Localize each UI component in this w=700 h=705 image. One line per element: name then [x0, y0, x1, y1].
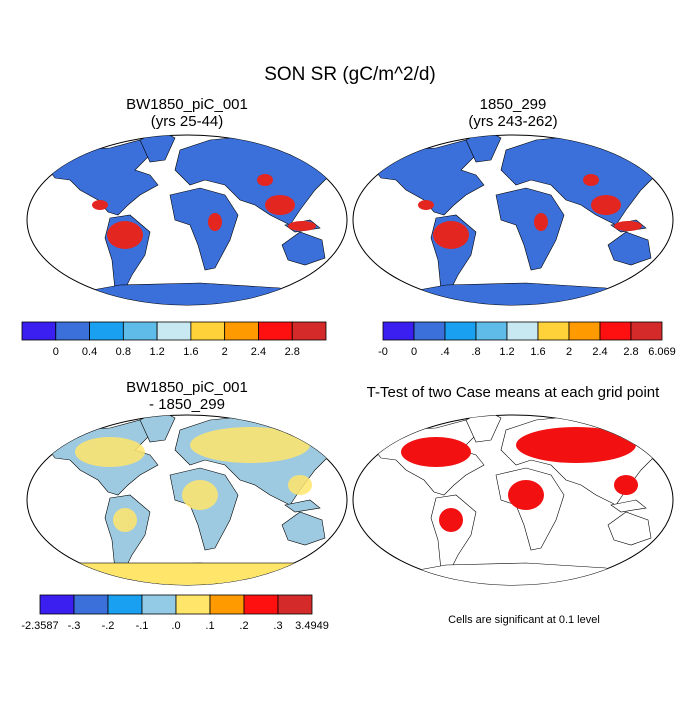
colorbar-label: -.3: [68, 620, 81, 632]
colorbar-box: [258, 321, 293, 341]
colorbar-label: 0.8: [116, 346, 131, 358]
colorbar-box: [156, 321, 192, 341]
figure-title: SON SR (gC/m^2/d): [264, 64, 436, 85]
colorbar-box: [209, 594, 245, 615]
panel-title: T-Test of two Case means at each grid po…: [367, 384, 660, 401]
colorbar-box: [224, 321, 259, 341]
colorbar-label: 2: [222, 346, 228, 358]
panel-title: (yrs 243-262): [468, 113, 557, 130]
colorbar-label: 2.8: [285, 346, 300, 358]
colorbar-label: -0: [378, 346, 388, 358]
colorbar-label: .4: [440, 346, 449, 358]
colorbar-box: [475, 321, 508, 341]
colorbar-label: 2.8: [623, 346, 638, 358]
panel-note: Cells are significant at 0.1 level: [448, 614, 600, 626]
colorbar-label: -.2: [102, 620, 115, 632]
colorbar-label: -2.3587: [21, 620, 58, 632]
colorbar-label: -.1: [136, 620, 149, 632]
colorbar-label: 0.4: [82, 346, 97, 358]
colorbar-box: [55, 321, 90, 341]
colorbar-box: [89, 321, 124, 341]
colorbar-label: 3.4949: [295, 620, 329, 632]
colorbar-label: 1.6: [183, 346, 198, 358]
map-panel: [352, 134, 674, 306]
colorbar-box: [506, 321, 539, 341]
map-panel: [26, 134, 348, 306]
colorbar-box: [291, 321, 327, 341]
colorbar-box: [21, 321, 57, 341]
colorbar-label: 1.2: [149, 346, 164, 358]
colorbar-box: [568, 321, 601, 341]
colorbar-box: [630, 321, 663, 341]
colorbar-label: .3: [273, 620, 282, 632]
colorbar-label: 1.6: [530, 346, 545, 358]
colorbar-label: 1.2: [499, 346, 514, 358]
antarctica-diff: [59, 562, 311, 585]
colorbar-box: [599, 321, 632, 341]
panel-title: (yrs 25-44): [151, 113, 224, 130]
colorbar-box: [382, 321, 415, 341]
panel-title: 1850_299: [480, 96, 547, 113]
colorbar-label: 2.4: [592, 346, 607, 358]
colorbar-box: [141, 594, 177, 615]
colorbar-box: [537, 321, 570, 341]
colorbar-box: [175, 594, 211, 615]
colorbar-label: 2: [566, 346, 572, 358]
colorbar-box: [39, 594, 75, 615]
colorbar-box: [413, 321, 446, 341]
colorbar-label: .8: [471, 346, 480, 358]
colorbar-box: [444, 321, 477, 341]
colorbar-box: [190, 321, 226, 341]
colorbar-box: [73, 594, 109, 615]
colorbar-box: [277, 594, 313, 615]
colorbar-label: 0: [411, 346, 417, 358]
colorbar-box: [122, 321, 158, 341]
map-panel: [26, 414, 348, 586]
panel-title: - 1850_299: [149, 396, 225, 413]
colorbar-label: .1: [205, 620, 214, 632]
colorbar-label: 0: [53, 346, 59, 358]
map-panel: [352, 414, 674, 586]
colorbar-label: 2.4: [251, 346, 266, 358]
colorbar-label: 6.069: [648, 346, 676, 358]
colorbar-label: .2: [239, 620, 248, 632]
panel-title: BW1850_piC_001: [126, 96, 248, 113]
colorbar-box: [243, 594, 279, 615]
colorbar-label: .0: [171, 620, 180, 632]
colorbar-box: [107, 594, 143, 615]
panel-title: BW1850_piC_001: [126, 379, 248, 396]
